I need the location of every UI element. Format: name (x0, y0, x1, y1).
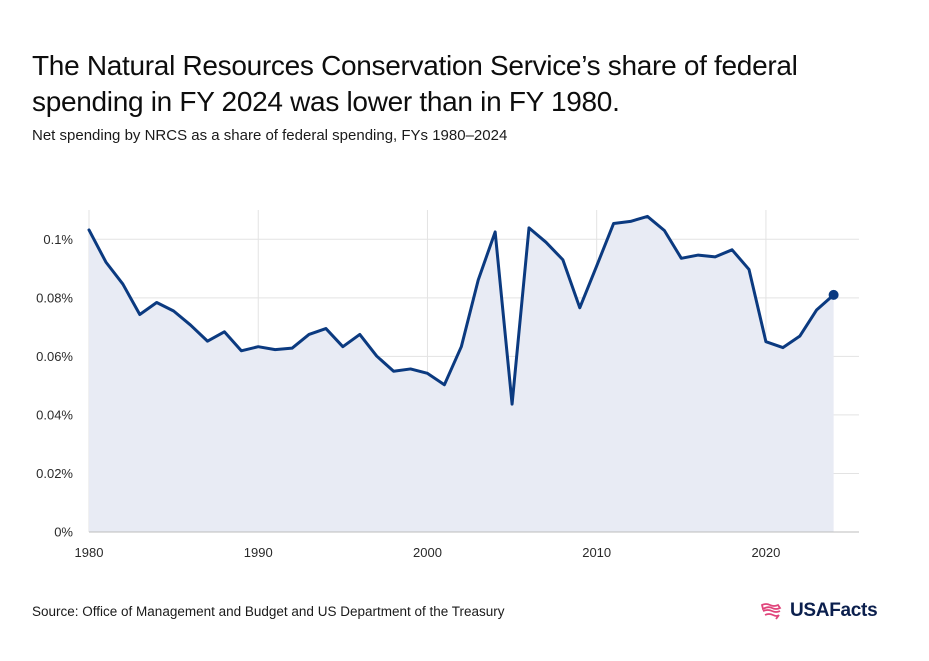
chart-title: The Natural Resources Conservation Servi… (32, 50, 798, 117)
x-axis-labels: 1980 1990 2000 2010 2020 (75, 545, 781, 560)
y-tick-label: 0% (54, 525, 73, 540)
last-point-marker (828, 289, 839, 300)
x-tick-label: 2000 (413, 545, 442, 560)
x-tick-label: 1990 (244, 545, 273, 560)
x-tick-label: 2010 (582, 545, 611, 560)
y-tick-label: 0.04% (36, 407, 73, 422)
flag-icon (760, 603, 782, 620)
y-tick-label: 0.06% (36, 349, 73, 364)
chart-subtitle: Net spending by NRCS as a share of feder… (32, 127, 508, 144)
source-note: Source: Office of Management and Budget … (32, 604, 505, 619)
y-tick-label: 0.08% (36, 290, 73, 305)
logo-text: USAFacts (790, 600, 878, 621)
area-fill (89, 216, 834, 532)
usafacts-logo: USAFacts (760, 600, 878, 622)
x-tick-label: 2020 (751, 545, 780, 560)
line-chart: 0% 0.02% 0.04% 0.06% 0.08% 0.1% 1980 1990 2000 2… (36, 210, 859, 560)
series-line (87, 214, 836, 406)
x-tick-label: 1980 (75, 545, 104, 560)
y-tick-label: 0.02% (36, 466, 73, 481)
y-tick-label: 0.1% (43, 232, 73, 247)
y-axis-labels: 0% 0.02% 0.04% 0.06% 0.08% 0.1% (36, 232, 73, 540)
